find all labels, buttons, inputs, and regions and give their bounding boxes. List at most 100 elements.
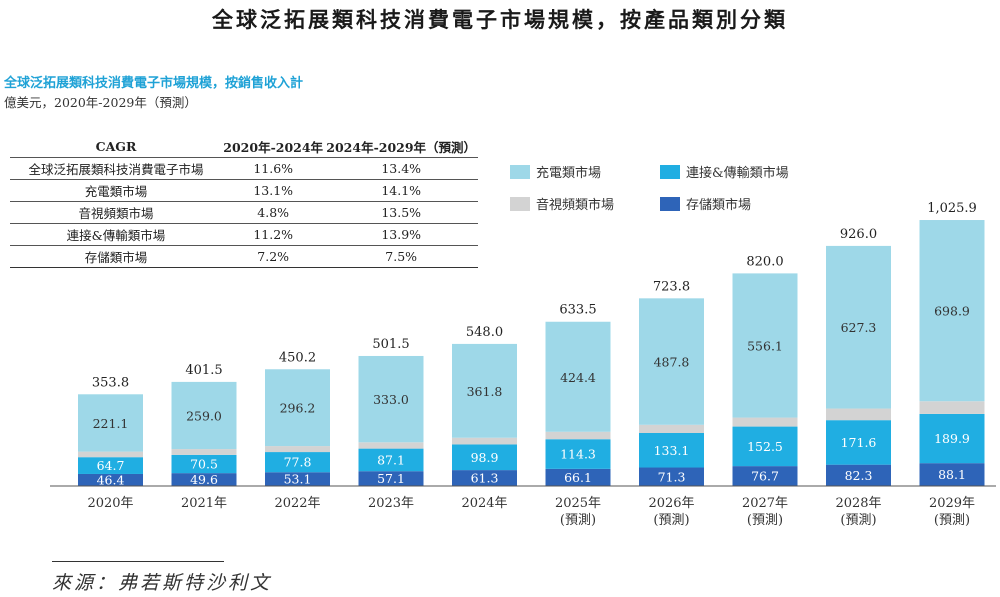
cagr-table: CAGR 2020年-2024年 2024年-2029年（預測） 全球泛拓展類科… bbox=[10, 136, 478, 268]
row-label: 全球泛拓展類科技消費電子市場 bbox=[10, 157, 222, 180]
table-row: 存儲類市場 7.2% 7.5% bbox=[10, 245, 478, 268]
bar-segment-charging bbox=[545, 321, 611, 432]
bar-segment-connectivity bbox=[452, 444, 517, 471]
bar-segment-audio-video bbox=[826, 408, 891, 421]
bar-segment-audio-video bbox=[452, 437, 517, 445]
data-label-storage: 88.1 bbox=[938, 467, 966, 482]
legend-item-audio-video: 音視頻類市場 bbox=[510, 194, 614, 213]
bar-segment-connectivity bbox=[171, 454, 237, 474]
bar-segment-storage bbox=[732, 466, 798, 486]
legend-label: 充電類市場 bbox=[536, 166, 602, 181]
data-label-total: 633.5 bbox=[559, 303, 596, 318]
data-label-connectivity: 152.5 bbox=[747, 439, 783, 454]
bar-segment-connectivity bbox=[78, 457, 143, 474]
table-row: 音視頻類市場 4.8% 13.5% bbox=[10, 201, 478, 224]
bar-segment-charging bbox=[171, 381, 237, 450]
x-tick-note: (預測) bbox=[840, 513, 876, 528]
data-label-connectivity: 189.9 bbox=[934, 431, 970, 446]
x-tick-label: 2023年 bbox=[368, 496, 414, 511]
bar-segment-connectivity bbox=[919, 413, 985, 464]
bar-segment-storage bbox=[265, 472, 330, 486]
data-label-storage: 76.7 bbox=[751, 469, 779, 484]
page-title: 全球泛拓展類科技消費電子市場規模，按產品類別分類 bbox=[212, 8, 788, 32]
cagr-value: 11.2% bbox=[222, 223, 325, 246]
data-label-charging: 221.1 bbox=[93, 416, 129, 431]
unit-line: 億美元，2020年-2029年（預測） bbox=[4, 95, 197, 110]
data-label-storage: 46.4 bbox=[97, 472, 125, 487]
cagr-value: 13.4% bbox=[324, 157, 478, 180]
data-label-storage: 61.3 bbox=[471, 471, 499, 486]
bar-segment-audio-video bbox=[545, 431, 611, 440]
bar-segment-storage bbox=[171, 473, 237, 486]
legend-swatch-charging bbox=[510, 164, 530, 179]
row-label: 充電類市場 bbox=[10, 179, 222, 202]
row-label: 存儲類市場 bbox=[10, 245, 222, 268]
cagr-value: 11.6% bbox=[222, 157, 325, 180]
data-label-charging: 487.8 bbox=[654, 355, 690, 370]
x-tick-label: 2025年 bbox=[555, 496, 601, 511]
data-label-total: 926.0 bbox=[840, 227, 877, 242]
bar-segment-charging bbox=[265, 369, 330, 447]
legend-label: 連接&傳輸類市場 bbox=[686, 166, 789, 181]
bar-segment-storage bbox=[826, 464, 891, 486]
data-label-total: 1,025.9 bbox=[927, 201, 977, 216]
x-tick-label: 2029年 bbox=[929, 496, 975, 511]
bar-segment-connectivity bbox=[358, 448, 424, 472]
data-label-total: 450.2 bbox=[279, 350, 316, 365]
cagr-value: 14.1% bbox=[324, 179, 478, 202]
cagr-header: CAGR bbox=[10, 136, 222, 158]
bar-segment-audio-video bbox=[919, 401, 985, 414]
bar-segment-connectivity bbox=[545, 439, 611, 469]
bar-segment-charging bbox=[639, 298, 704, 425]
bar-segment-audio-video bbox=[732, 417, 798, 427]
data-label-connectivity: 133.1 bbox=[654, 443, 690, 458]
data-label-charging: 296.2 bbox=[280, 401, 316, 416]
x-tick-label: 2024年 bbox=[461, 496, 507, 511]
data-label-connectivity: 70.5 bbox=[190, 456, 218, 471]
row-label: 連接&傳輸類市場 bbox=[10, 223, 222, 246]
data-label-storage: 82.3 bbox=[845, 468, 873, 483]
cagr-header-2024-2029: 2024年-2029年（預測） bbox=[324, 136, 478, 158]
bar-segment-charging bbox=[452, 343, 517, 438]
row-label: 音視頻類市場 bbox=[10, 201, 222, 224]
bar-segment-audio-video bbox=[639, 424, 704, 434]
data-label-charging: 333.0 bbox=[373, 392, 409, 407]
bar-segment-storage bbox=[919, 463, 985, 486]
cagr-header-2020-2024: 2020年-2024年 bbox=[222, 136, 325, 158]
bar-segment-audio-video bbox=[171, 449, 237, 455]
x-tick-note: (預測) bbox=[747, 513, 783, 528]
data-label-total: 723.8 bbox=[653, 279, 690, 294]
cagr-value: 13.1% bbox=[222, 179, 325, 202]
chart-subtitle: 全球泛拓展類科技消費電子市場規模，按銷售收入計 bbox=[4, 76, 304, 91]
bar-segment-charging bbox=[78, 394, 143, 452]
data-label-connectivity: 64.7 bbox=[97, 458, 125, 473]
bar-segment-storage bbox=[639, 467, 704, 486]
x-tick-label: 2021年 bbox=[181, 496, 227, 511]
bar-segment-charging bbox=[919, 220, 985, 402]
data-label-total: 501.5 bbox=[372, 337, 409, 352]
data-label-charging: 556.1 bbox=[747, 338, 783, 353]
data-label-total: 548.0 bbox=[466, 325, 503, 340]
data-label-charging: 424.4 bbox=[560, 370, 596, 385]
x-tick-label: 2027年 bbox=[742, 496, 788, 511]
table-row: 連接&傳輸類市場 11.2% 13.9% bbox=[10, 223, 478, 246]
cagr-value: 4.8% bbox=[222, 201, 325, 224]
bar-segment-audio-video bbox=[358, 442, 424, 449]
source-note: 來源：弗若斯特沙利文 bbox=[52, 572, 273, 594]
data-label-connectivity: 87.1 bbox=[377, 452, 405, 467]
table-row: 全球泛拓展類科技消費電子市場 11.6% 13.4% bbox=[10, 157, 478, 180]
legend-label: 存儲類市場 bbox=[686, 198, 752, 213]
bar-segment-storage bbox=[545, 468, 611, 486]
data-label-total: 820.0 bbox=[746, 254, 783, 269]
legend-item-connectivity: 連接&傳輸類市場 bbox=[660, 162, 789, 181]
data-label-connectivity: 98.9 bbox=[471, 450, 499, 465]
data-label-storage: 53.1 bbox=[284, 472, 312, 487]
legend-swatch-connectivity bbox=[660, 164, 680, 179]
data-label-storage: 66.1 bbox=[564, 470, 592, 485]
data-label-charging: 698.9 bbox=[934, 304, 970, 319]
table-row: 充電類市場 13.1% 14.1% bbox=[10, 179, 478, 202]
cagr-value: 13.5% bbox=[324, 201, 478, 224]
cagr-value: 7.5% bbox=[324, 245, 478, 268]
legend-item-storage: 存儲類市場 bbox=[660, 194, 751, 213]
x-tick-note: (預測) bbox=[653, 513, 689, 528]
